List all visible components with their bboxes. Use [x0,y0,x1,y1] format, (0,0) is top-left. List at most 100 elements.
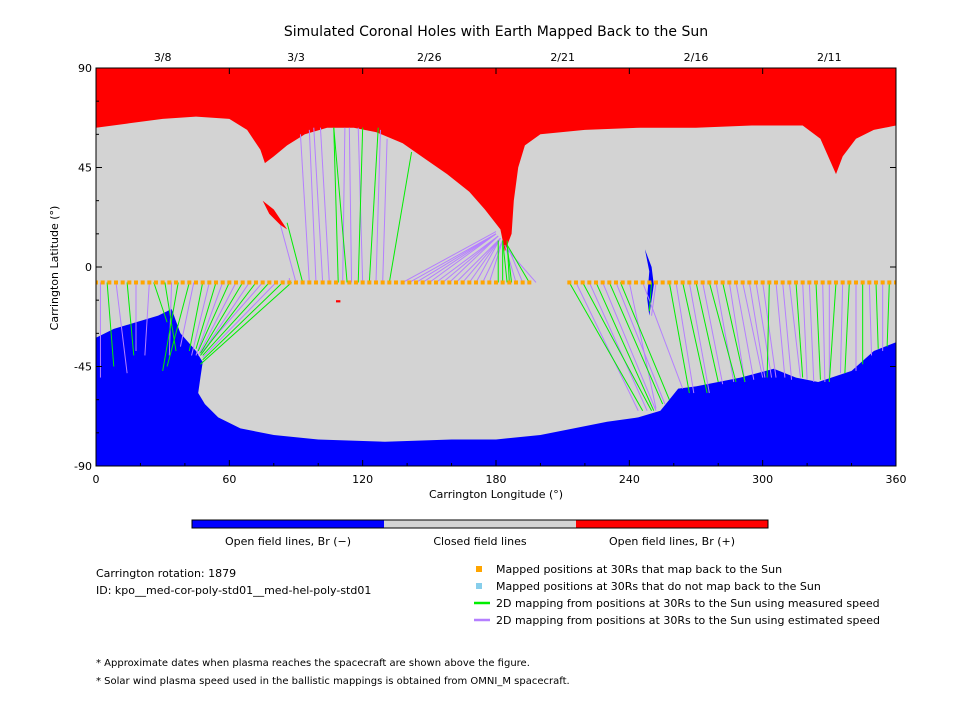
mapped-position-point [680,280,685,285]
mapped-position-point [874,280,878,285]
measured-speed-line [815,282,821,380]
mapped-position-point [487,280,492,285]
estimated-speed-line [675,282,695,394]
chart-title: Simulated Coronal Holes with Earth Mappe… [284,24,708,40]
y-axis-label: Carrington Latitude (°) [48,206,61,331]
measured-speed-line [506,244,513,283]
measured-speed-line [188,282,204,352]
measured-speed-line [708,282,737,383]
carrington-rotation: Carrington rotation: 1879 [96,567,236,580]
estimated-speed-line [755,282,773,378]
colorbar: Open field lines, Br (−) Closed field lin… [191,519,769,548]
estimated-speed-line [506,248,537,283]
measured-speed-line [286,222,304,283]
measured-speed-line [682,282,708,394]
plot-area [96,68,896,466]
estimated-speed-line [506,244,524,283]
mapped-position-point [300,280,305,285]
mapped-position-point [187,280,192,285]
footnote-speed: * Solar wind plasma speed used in the ba… [96,676,570,687]
mapped-position-point [807,280,812,285]
mapped-position-point [427,280,432,285]
estimated-speed-line [775,282,786,378]
measured-speed-line [202,282,284,361]
mapped-position-point [840,280,845,285]
mapped-position-point [387,280,392,285]
measured-speed-line [197,282,230,352]
mapped-position-point [634,280,638,285]
estimated-speed-line [342,127,346,283]
x-tick-label: 300 [752,473,773,486]
estimated-speed-line [462,237,501,283]
mapped-position-point [400,280,405,285]
estimated-speed-line [822,282,826,382]
mapped-position-point [714,280,718,285]
mapped-position-point [747,280,752,285]
mapped-position-point [674,280,678,285]
mapped-position-point [834,280,838,285]
positive-hole-island [262,200,288,230]
estimated-speed-line [782,282,793,380]
mapped-position-point [780,280,785,285]
mapped-position-point [574,280,578,285]
mapped-position-point [514,280,518,285]
measured-speed-line [506,244,530,283]
measured-speed-line [795,282,804,378]
mapped-position-point [527,280,532,285]
mapped-position-point [647,280,652,285]
estimated-speed-line [415,233,497,283]
measured-speed-line [502,240,508,283]
mapped-position-point [380,280,385,285]
mapped-position-point [440,280,445,285]
mapped-position-point [707,280,712,285]
mapped-position-point [520,280,525,285]
mapped-position-point [267,280,272,285]
measured-speed-line [200,282,244,354]
mapped-position-point [147,280,152,285]
estimated-speed-line [402,231,497,283]
estimated-speed-line [488,240,504,283]
measured-speed-line [200,282,292,365]
estimated-speed-line [628,282,657,409]
legend-label: Mapped positions at 30Rs that do not map… [496,580,821,593]
mapped-position-point [260,280,265,285]
estimated-speed-line [808,282,815,383]
measured-speed-line [886,282,890,347]
measured-speed-line [357,127,364,283]
mapped-position-point [394,280,398,285]
estimated-speed-line [615,282,666,405]
mapped-position-point [227,280,232,285]
mapped-position-point [740,280,745,285]
mapping-lines [96,127,896,411]
colorbar-label: Closed field lines [433,535,527,548]
measured-speed-line [619,282,670,400]
mapped-position-point [774,280,778,285]
y-tick-label: 45 [78,162,92,175]
estimated-speed-line [839,282,844,374]
mapped-position-point [354,280,358,285]
top-date-label: 3/3 [287,51,305,64]
mapped-position-point [407,280,412,285]
x-tick-label: 60 [222,473,236,486]
measured-speed-line [388,151,413,283]
south-coronal-hole [96,309,896,466]
mapped-position-point [800,280,805,285]
mapped-position-point [314,280,318,285]
x-tick-label: 240 [619,473,640,486]
estimated-speed-line [115,282,128,374]
axes: 0 60 120 180 240 300 360 90 45 0 -45 -90 3/8 3/3 2/26 2… [74,51,906,486]
mapped-position-point [667,280,672,285]
mapped-position-point [280,280,285,285]
colorbar-segment [384,520,576,528]
mapped-position-point [254,280,258,285]
measured-speed-line [153,282,168,323]
mapped-position-point [320,280,325,285]
estimated-speed-line [299,134,310,283]
colorbar-segment [576,520,768,528]
mapped-position-point [614,280,618,285]
measured-speed-line [582,282,652,411]
estimated-speed-line [195,282,224,356]
mapped-position-point [340,280,345,285]
measured-speed-line [608,282,664,405]
top-date-label: 2/26 [417,51,442,64]
